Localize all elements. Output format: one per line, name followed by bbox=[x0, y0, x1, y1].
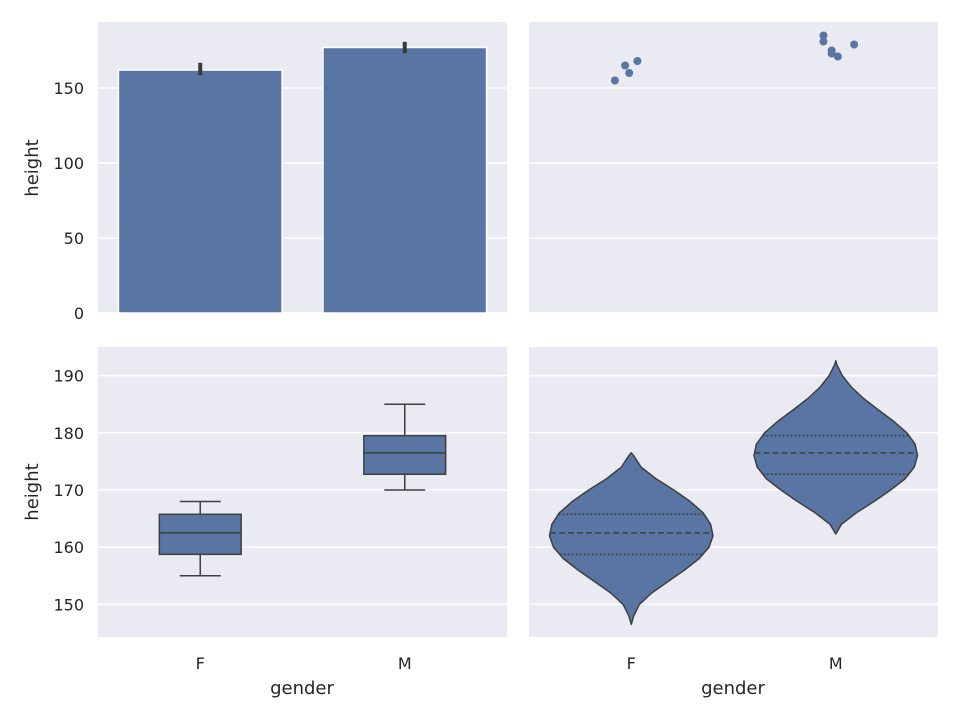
strip-point bbox=[850, 40, 859, 49]
y-tick-label: 150 bbox=[53, 595, 84, 614]
strip-point bbox=[633, 57, 642, 65]
violin-body bbox=[548, 452, 714, 626]
box bbox=[158, 513, 242, 556]
bottom-left-x-axis-label: gender bbox=[270, 678, 334, 699]
strip-point bbox=[621, 61, 630, 70]
bar bbox=[322, 46, 488, 314]
strip-point bbox=[610, 76, 619, 85]
y-tick-label: 50 bbox=[64, 229, 84, 248]
bottom-right-x-axis-label: gender bbox=[701, 678, 765, 699]
bar-chart-panel: 0 50 100 150 bbox=[53, 22, 507, 323]
x-tick-label: M bbox=[829, 654, 843, 673]
y-tick-label: 100 bbox=[53, 154, 84, 173]
y-tick-label: 160 bbox=[53, 538, 84, 557]
y-tick-label: 180 bbox=[53, 424, 84, 443]
plot-background bbox=[529, 22, 938, 313]
plot-background bbox=[98, 347, 507, 637]
bottom-left-y-axis-label: height bbox=[22, 463, 43, 520]
strip-point bbox=[827, 49, 836, 58]
top-left-y-axis-label: height bbox=[22, 139, 43, 196]
y-tick-label: 0 bbox=[74, 304, 84, 323]
x-tick-label: F bbox=[627, 654, 636, 673]
box bbox=[363, 434, 447, 476]
y-tick-label: 190 bbox=[53, 367, 84, 386]
strip-point bbox=[819, 37, 828, 46]
strip-point bbox=[819, 31, 828, 40]
y-tick-label: 170 bbox=[53, 481, 84, 500]
strip-point bbox=[625, 69, 634, 77]
x-tick-label: M bbox=[398, 654, 412, 673]
strip-plot-panel bbox=[529, 22, 938, 314]
box-plot-panel: 150 160 170 180 190 F M bbox=[53, 347, 507, 673]
bar bbox=[117, 69, 283, 314]
x-tick-label: F bbox=[196, 654, 205, 673]
strip-point bbox=[833, 52, 842, 61]
y-tick-label: 150 bbox=[53, 79, 84, 98]
